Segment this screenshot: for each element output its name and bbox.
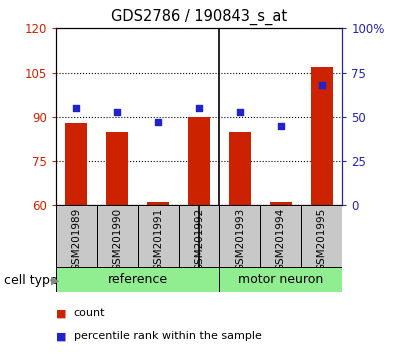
Text: GSM201989: GSM201989 — [71, 208, 81, 271]
Text: ■: ■ — [56, 308, 66, 318]
Text: GSM201990: GSM201990 — [112, 208, 122, 271]
Text: GDS2786 / 190843_s_at: GDS2786 / 190843_s_at — [111, 9, 287, 25]
Text: GSM201993: GSM201993 — [235, 208, 245, 271]
Point — [319, 82, 325, 88]
Bar — [179, 205, 219, 267]
Bar — [65, 123, 88, 205]
Text: ■: ■ — [56, 331, 66, 341]
Bar — [147, 202, 169, 205]
Text: percentile rank within the sample: percentile rank within the sample — [74, 331, 261, 341]
Bar — [188, 117, 210, 205]
Bar — [106, 132, 129, 205]
Bar — [310, 67, 333, 205]
Bar — [219, 205, 260, 267]
Bar — [97, 205, 138, 267]
Bar — [219, 267, 342, 292]
Bar — [260, 205, 301, 267]
Bar — [229, 132, 251, 205]
Text: GSM201995: GSM201995 — [317, 208, 327, 271]
Text: GSM201992: GSM201992 — [194, 208, 204, 271]
Text: ▶: ▶ — [51, 276, 59, 286]
Text: count: count — [74, 308, 105, 318]
Point — [155, 119, 161, 125]
Bar — [138, 205, 179, 267]
Point — [73, 105, 79, 111]
Bar — [301, 205, 342, 267]
Text: motor neuron: motor neuron — [238, 273, 324, 286]
Bar — [56, 267, 219, 292]
Point — [237, 109, 243, 114]
Bar — [269, 202, 292, 205]
Point — [114, 109, 120, 114]
Text: cell type: cell type — [4, 274, 58, 287]
Text: GSM201991: GSM201991 — [153, 208, 163, 271]
Point — [278, 123, 284, 129]
Point — [196, 105, 202, 111]
Bar — [56, 205, 97, 267]
Text: GSM201994: GSM201994 — [276, 208, 286, 271]
Text: reference: reference — [107, 273, 168, 286]
